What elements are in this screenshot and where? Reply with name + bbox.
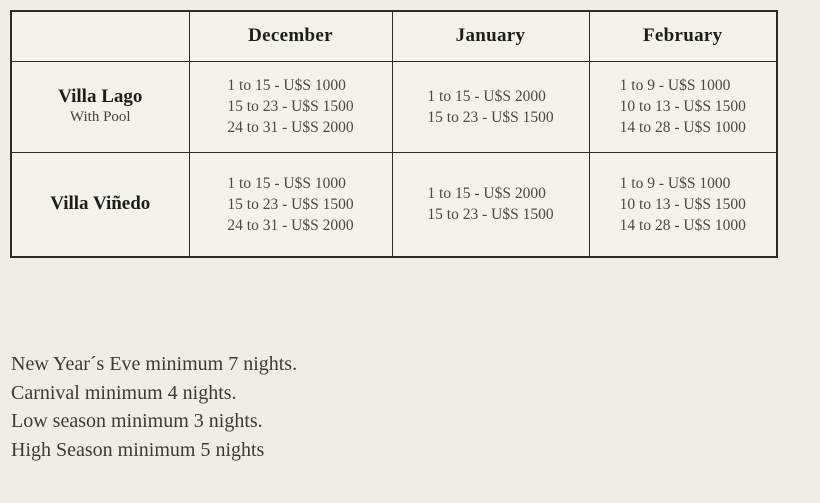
price-line: 24 to 31 - U$S 2000 <box>227 119 354 136</box>
table-row-villa-vinedo: Villa Viñedo 1 to 15 - U$S 1000 15 to 23… <box>10 151 778 258</box>
villa-name: Villa Lago <box>58 86 143 107</box>
villa-lago-cell: Villa Lago With Pool <box>10 60 190 153</box>
villa-lago-january-cell: 1 to 15 - U$S 2000 15 to 23 - U$S 1500 <box>391 60 590 153</box>
price-line: 15 to 23 - U$S 1500 <box>427 108 554 126</box>
price-line: 1 to 15 - U$S 2000 <box>427 87 546 105</box>
price-line: 15 to 23 - U$S 1500 <box>427 206 554 224</box>
pricing-table: December January February Villa Lago Wit… <box>10 10 778 258</box>
price-line: 10 to 13 - U$S 1500 <box>619 98 746 115</box>
villa-subtitle: With Pool <box>69 109 131 125</box>
column-header-december: December <box>188 10 393 62</box>
note-high-season: High Season minimum 5 nights <box>11 438 265 461</box>
price-list: 1 to 15 - U$S 1000 15 to 23 - U$S 1500 2… <box>227 173 353 236</box>
booking-notes: New Year´s Eve minimum 7 nights. Carniva… <box>11 350 297 464</box>
villa-vinedo-january-cell: 1 to 15 - U$S 2000 15 to 23 - U$S 1500 <box>391 151 590 258</box>
villa-lago-december-cell: 1 to 15 - U$S 1000 15 to 23 - U$S 1500 2… <box>188 60 393 153</box>
villa-name: Villa Viñedo <box>50 193 151 215</box>
column-header-january: January <box>391 10 590 62</box>
price-line: 1 to 15 - U$S 1000 <box>227 77 346 94</box>
price-line: 1 to 15 - U$S 2000 <box>427 185 546 203</box>
note-carnival: Carnival minimum 4 nights. <box>11 381 237 404</box>
table-row-villa-lago: Villa Lago With Pool 1 to 15 - U$S 1000 … <box>10 60 778 153</box>
villa-lago-february-cell: 1 to 9 - U$S 1000 10 to 13 - U$S 1500 14… <box>588 60 778 153</box>
table-header-row: December January February <box>10 10 778 62</box>
corner-cell <box>10 10 190 62</box>
villa-vinedo-december-cell: 1 to 15 - U$S 1000 15 to 23 - U$S 1500 2… <box>188 151 393 258</box>
price-line: 1 to 15 - U$S 1000 <box>227 174 346 192</box>
column-header-february: February <box>588 10 778 62</box>
price-line: 1 to 9 - U$S 1000 <box>619 174 731 192</box>
price-line: 1 to 9 - U$S 1000 <box>619 77 731 94</box>
price-list: 1 to 15 - U$S 2000 15 to 23 - U$S 1500 <box>427 86 553 128</box>
price-list: 1 to 9 - U$S 1000 10 to 13 - U$S 1500 14… <box>620 75 746 138</box>
price-line: 24 to 31 - U$S 2000 <box>227 216 354 234</box>
price-line: 14 to 28 - U$S 1000 <box>619 119 746 136</box>
villa-vinedo-cell: Villa Viñedo <box>10 151 190 258</box>
price-line: 14 to 28 - U$S 1000 <box>619 216 746 234</box>
price-list: 1 to 9 - U$S 1000 10 to 13 - U$S 1500 14… <box>620 173 746 236</box>
note-new-years-eve: New Year´s Eve minimum 7 nights. <box>11 353 298 375</box>
price-list: 1 to 15 - U$S 1000 15 to 23 - U$S 1500 2… <box>227 75 353 138</box>
villa-vinedo-february-cell: 1 to 9 - U$S 1000 10 to 13 - U$S 1500 14… <box>588 151 778 258</box>
price-line: 15 to 23 - U$S 1500 <box>227 98 354 115</box>
price-line: 15 to 23 - U$S 1500 <box>227 195 354 213</box>
note-low-season: Low season minimum 3 nights. <box>11 410 263 432</box>
price-line: 10 to 13 - U$S 1500 <box>619 195 746 213</box>
price-list: 1 to 15 - U$S 2000 15 to 23 - U$S 1500 <box>427 183 553 225</box>
